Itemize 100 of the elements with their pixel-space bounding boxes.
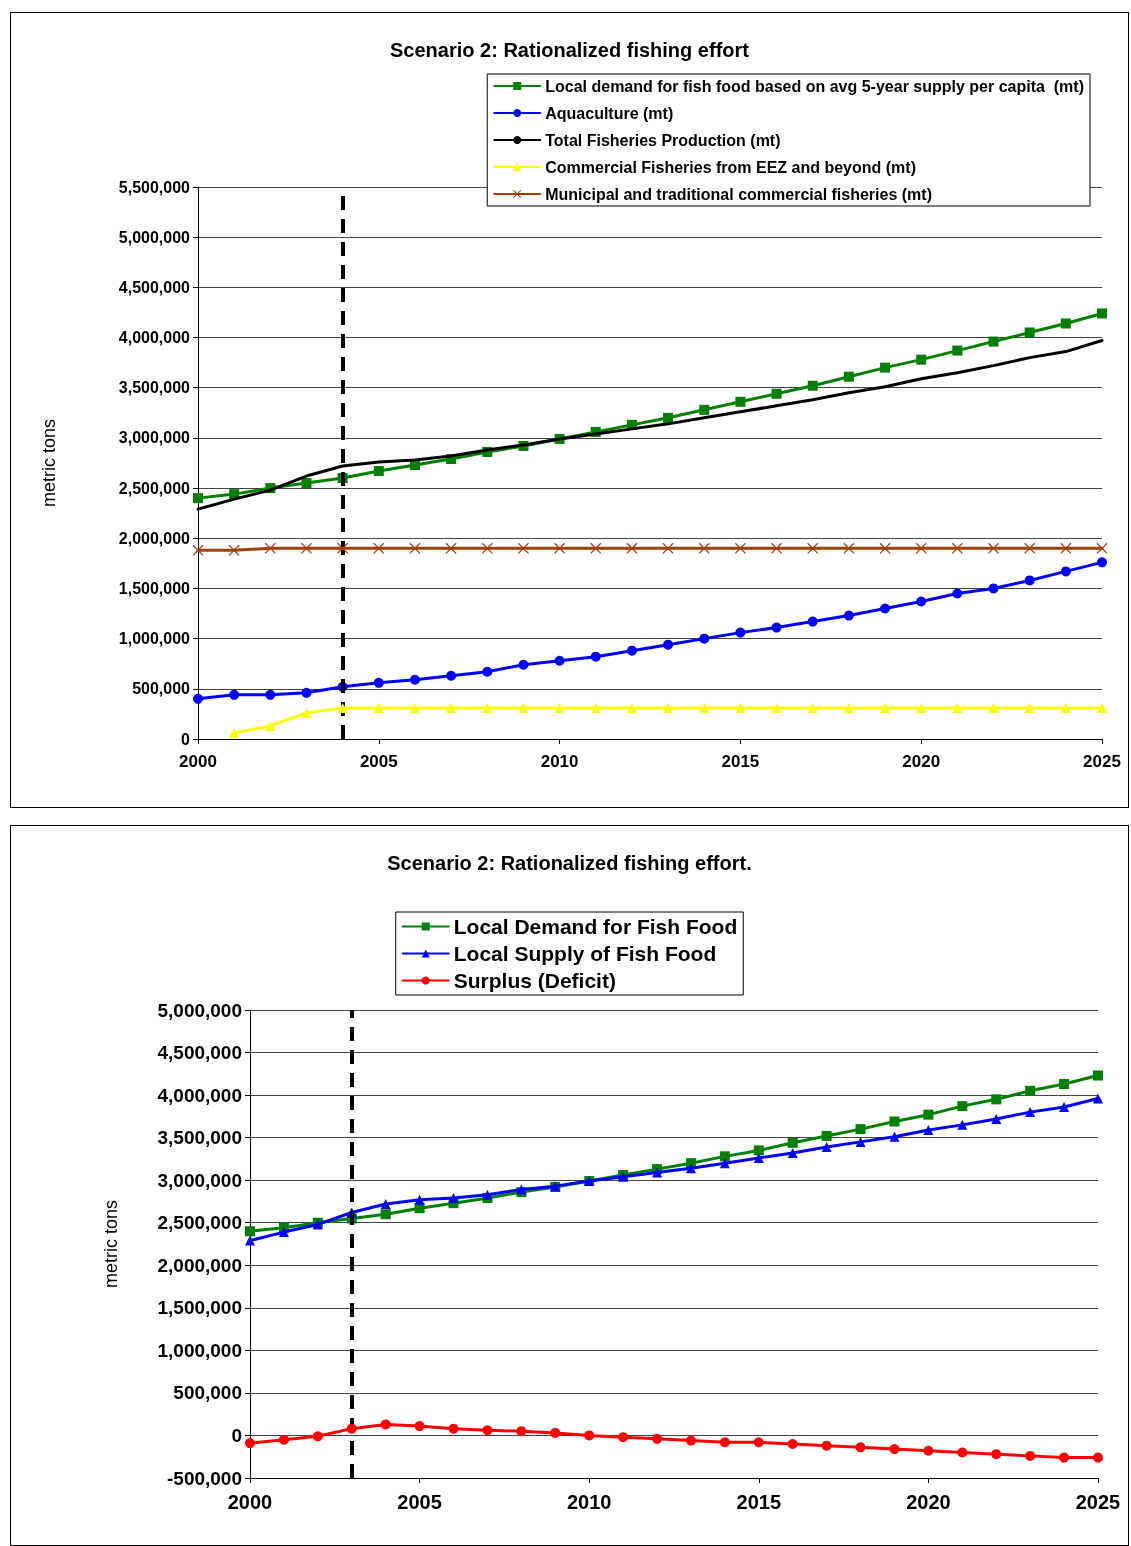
point <box>1059 1452 1070 1463</box>
legend-label: Local demand for fish food based on avg 5-year supply per capita (mt) <box>545 77 1084 95</box>
point <box>685 1435 696 1446</box>
point <box>245 1438 255 1449</box>
point <box>719 1158 730 1169</box>
chart-title: Scenario 2: Rationalized fishing effort <box>390 39 750 61</box>
point <box>957 1101 968 1112</box>
point <box>245 1226 255 1237</box>
point <box>843 371 854 382</box>
legend-label: Commercial Fisheries from EEZ and beyond (mt) <box>545 158 916 176</box>
point <box>735 396 746 407</box>
point <box>821 1440 832 1451</box>
legend-label: Local Demand for Fish Food <box>453 915 738 938</box>
x-tick-label: 2015 <box>736 1491 782 1513</box>
point <box>278 1227 289 1238</box>
y-tick-label: 3,000,000 <box>118 429 191 447</box>
y-tick-label: 3,500,000 <box>157 1127 242 1149</box>
point <box>446 702 457 713</box>
point <box>880 603 891 614</box>
point <box>719 1437 730 1448</box>
point <box>1060 318 1071 329</box>
point <box>1096 542 1108 554</box>
point <box>952 702 963 713</box>
point <box>916 354 927 365</box>
point <box>1060 702 1071 713</box>
point <box>445 542 457 554</box>
point <box>380 1419 391 1430</box>
point <box>1093 1452 1103 1463</box>
point <box>821 1142 832 1152</box>
point <box>300 542 312 554</box>
point <box>301 478 312 489</box>
legend-label: Aquaculture (mt) <box>545 104 674 122</box>
point <box>448 1423 459 1434</box>
legend-label: Surplus (Deficit) <box>453 969 616 992</box>
point <box>482 666 493 677</box>
y-tick-label: 4,500,000 <box>157 1042 242 1064</box>
point <box>916 702 927 713</box>
point <box>618 1432 629 1443</box>
point <box>880 362 891 373</box>
point <box>787 1137 798 1148</box>
point <box>626 645 637 656</box>
point <box>821 1130 832 1141</box>
point <box>373 677 384 688</box>
point <box>991 1113 1002 1124</box>
y-axis-title: metric tons <box>101 1199 121 1289</box>
point <box>923 1445 934 1456</box>
point <box>652 1433 663 1444</box>
point <box>482 1189 493 1200</box>
point <box>590 651 601 662</box>
point <box>1097 557 1107 568</box>
x-tick-label: 2020 <box>902 752 941 771</box>
y-tick-label: 1,000,000 <box>157 1339 242 1361</box>
point <box>663 639 674 650</box>
point <box>380 1199 391 1210</box>
x-tick-label: 2000 <box>227 1491 273 1513</box>
point <box>554 702 565 713</box>
point <box>889 1444 900 1455</box>
point <box>991 1449 1002 1460</box>
point <box>626 702 637 713</box>
point <box>1060 566 1071 577</box>
point <box>482 702 493 713</box>
legend-label: Local Supply of Fish Food <box>453 942 717 965</box>
point <box>265 689 276 700</box>
point <box>807 616 818 627</box>
point <box>1024 575 1035 586</box>
y-tick-label: 4,000,000 <box>157 1084 242 1106</box>
point <box>807 380 818 391</box>
point <box>448 1193 459 1204</box>
point <box>735 702 746 713</box>
x-tick-label: 2005 <box>359 752 398 771</box>
point <box>753 1153 764 1164</box>
point <box>373 702 384 713</box>
point <box>988 336 999 347</box>
point <box>265 720 276 731</box>
y-tick-label: 4,500,000 <box>118 278 191 296</box>
point <box>662 542 674 554</box>
point <box>409 674 420 685</box>
point <box>699 404 710 415</box>
point <box>550 1427 561 1438</box>
y-tick-label: 5,000,000 <box>157 999 242 1021</box>
point <box>229 727 240 738</box>
y-tick-label: 4,000,000 <box>118 329 191 347</box>
point <box>301 707 312 718</box>
point <box>855 1136 866 1147</box>
y-tick-label: 500,000 <box>173 1382 242 1404</box>
point <box>991 1094 1002 1105</box>
point <box>988 702 999 713</box>
point <box>771 702 782 713</box>
point <box>753 1437 764 1448</box>
point <box>518 702 529 713</box>
point <box>1025 1085 1036 1096</box>
point <box>414 1421 425 1432</box>
point <box>1024 327 1035 338</box>
point <box>414 1194 425 1205</box>
point <box>855 1124 866 1135</box>
point <box>192 544 204 556</box>
point <box>301 687 312 698</box>
point <box>807 702 818 713</box>
point <box>843 702 854 713</box>
point <box>923 1109 934 1120</box>
